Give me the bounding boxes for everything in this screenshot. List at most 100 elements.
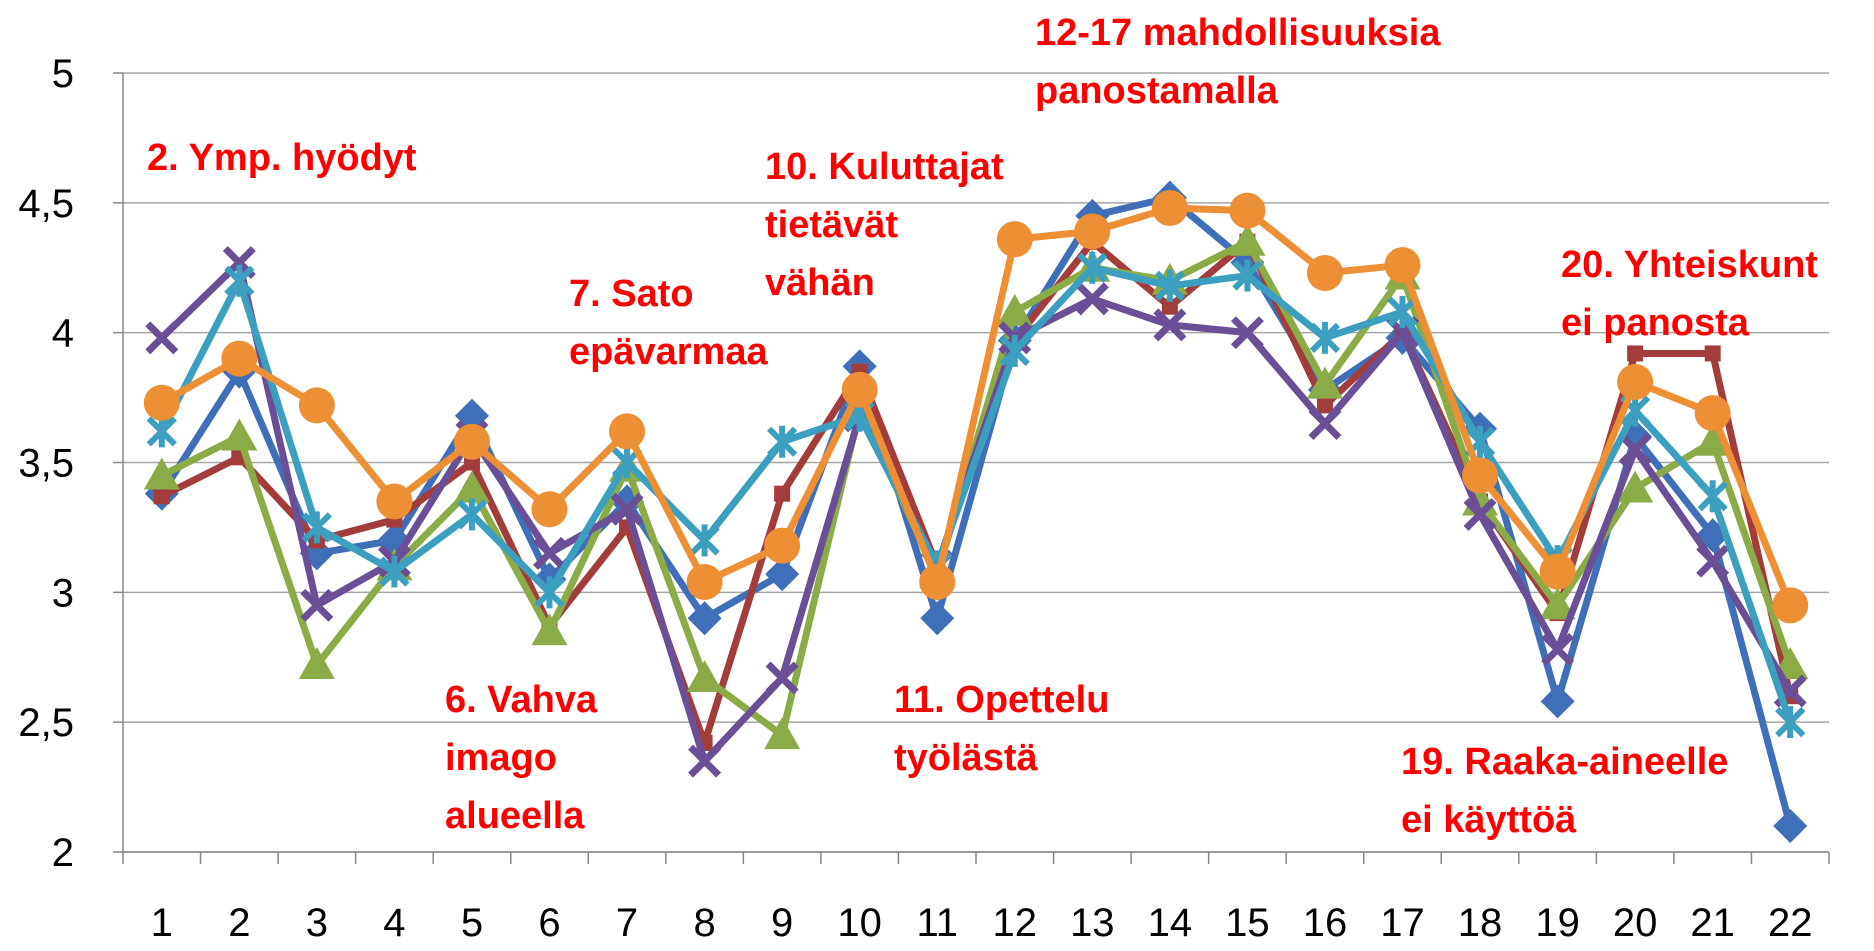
x-tick-label: 7 xyxy=(616,901,638,945)
annotation: vähän xyxy=(765,262,875,304)
x-tick-label: 1 xyxy=(151,901,173,945)
x-tick-label: 10 xyxy=(837,901,882,945)
marker xyxy=(456,498,488,531)
marker xyxy=(1463,497,1497,531)
marker xyxy=(1387,295,1418,328)
marker xyxy=(453,470,490,503)
x-tick-label: 8 xyxy=(693,901,715,945)
annotation: 19. Raaka-aineelle xyxy=(1401,741,1728,783)
marker xyxy=(1618,433,1652,466)
marker xyxy=(765,661,799,695)
marker xyxy=(1541,632,1575,666)
x-tick-label: 14 xyxy=(1148,901,1193,945)
x-tick-label: 5 xyxy=(461,901,483,945)
marker xyxy=(534,576,565,609)
series-line xyxy=(160,204,1794,607)
y-tick-label: 4 xyxy=(52,312,74,356)
marker xyxy=(379,555,410,588)
marker xyxy=(1306,254,1343,291)
marker xyxy=(1232,259,1263,292)
marker xyxy=(143,384,180,421)
marker xyxy=(1694,395,1731,432)
marker xyxy=(1772,587,1809,624)
marker xyxy=(1773,809,1808,844)
annotation: alueella xyxy=(445,795,585,837)
marker xyxy=(298,647,335,680)
annotation: tietävät xyxy=(765,204,898,246)
marker xyxy=(143,457,180,490)
marker xyxy=(453,423,490,460)
x-tick-label: 17 xyxy=(1380,901,1425,945)
y-tick-label: 2 xyxy=(52,831,74,875)
marker xyxy=(774,485,791,502)
series-line xyxy=(158,264,1794,724)
marker xyxy=(920,601,955,636)
marker xyxy=(1308,407,1342,441)
marker xyxy=(689,524,720,557)
marker xyxy=(686,563,723,600)
marker xyxy=(376,483,413,520)
marker xyxy=(1229,192,1266,229)
marker xyxy=(533,536,566,570)
marker xyxy=(224,264,255,297)
marker xyxy=(531,491,568,528)
marker xyxy=(765,557,800,592)
x-tick-label: 12 xyxy=(993,901,1038,945)
marker xyxy=(1775,706,1806,739)
x-tick-label: 3 xyxy=(306,901,328,945)
marker xyxy=(764,717,801,750)
marker xyxy=(1153,308,1187,342)
annotation: 2. Ymp. hyödyt xyxy=(147,137,417,179)
x-tick-label: 21 xyxy=(1690,901,1735,945)
x-tick-label: 16 xyxy=(1303,901,1348,945)
annotation: työlästä xyxy=(894,737,1038,779)
marker xyxy=(300,588,334,622)
marker xyxy=(1229,223,1266,256)
marker xyxy=(1540,684,1575,719)
x-tick-label: 15 xyxy=(1225,901,1270,945)
x-tick-label: 20 xyxy=(1613,901,1658,945)
marker xyxy=(610,492,644,526)
marker xyxy=(1539,553,1576,590)
marker xyxy=(1384,247,1421,284)
y-tick-label: 3,5 xyxy=(18,442,74,486)
y-tick-label: 2,5 xyxy=(18,701,74,745)
annotation: 12-17 mahdollisuuksia xyxy=(1035,12,1441,54)
annotation: 20. Yhteiskunt xyxy=(1561,244,1818,286)
marker xyxy=(221,418,258,451)
marker xyxy=(1306,366,1343,399)
x-tick-label: 2 xyxy=(228,901,250,945)
marker xyxy=(686,660,723,693)
marker xyxy=(996,293,1033,326)
annotation: ei panosta xyxy=(1561,302,1750,344)
marker xyxy=(1316,397,1333,414)
marker xyxy=(1627,345,1644,362)
annotation: 11. Opettelu xyxy=(894,679,1109,721)
marker xyxy=(1154,269,1185,302)
y-tick-label: 4,5 xyxy=(18,182,74,226)
marker xyxy=(1309,321,1341,354)
marker xyxy=(1075,282,1109,316)
marker xyxy=(1696,544,1730,578)
marker xyxy=(1704,345,1721,362)
marker xyxy=(1230,316,1264,350)
marker xyxy=(1617,364,1654,401)
annotation: panostamalla xyxy=(1035,70,1279,112)
marker xyxy=(1617,470,1654,503)
annotation: 10. Kuluttajat xyxy=(765,146,1004,188)
x-tick-label: 19 xyxy=(1535,901,1580,945)
marker xyxy=(531,613,568,646)
marker xyxy=(687,601,722,636)
marker xyxy=(1077,251,1108,284)
marker xyxy=(841,371,878,408)
series-line xyxy=(158,194,1794,827)
marker xyxy=(1539,587,1576,620)
marker xyxy=(999,334,1030,367)
marker xyxy=(153,488,170,505)
x-tick-label: 4 xyxy=(383,901,405,945)
annotation: 6. Vahva xyxy=(445,679,598,721)
marker xyxy=(1074,213,1111,250)
marker xyxy=(298,387,335,424)
marker xyxy=(764,527,801,564)
